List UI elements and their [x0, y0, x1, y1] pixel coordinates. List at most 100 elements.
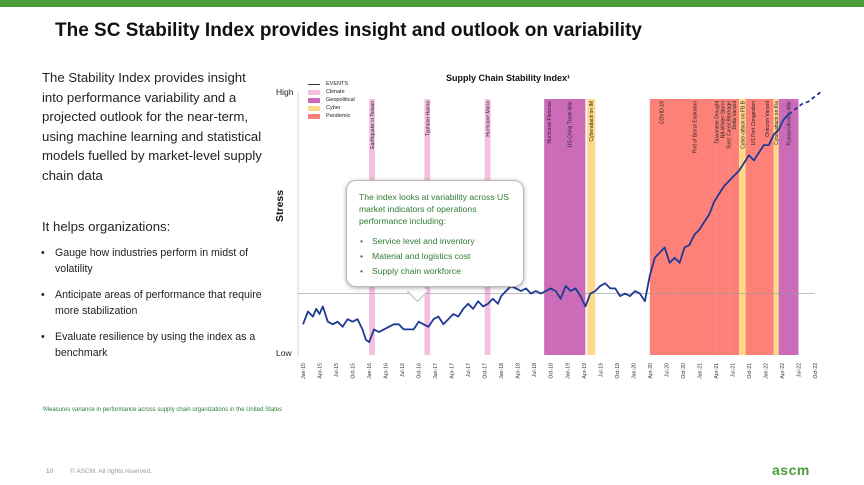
event-label: Taiwanese Drought	[715, 100, 721, 143]
x-tick-label: Apr-15	[318, 363, 324, 379]
x-tick-label: Oct-15	[351, 363, 357, 379]
legend-label: Geopolitical	[326, 97, 355, 103]
legend-swatch	[308, 113, 320, 119]
helps-heading: It helps organizations:	[42, 219, 171, 234]
ascm-logo: ascm	[772, 462, 810, 478]
event-label: NA Winter Storm	[721, 101, 727, 138]
legend-events-title: EVENTS	[326, 81, 349, 87]
callout-item: Service level and inventory	[359, 234, 511, 249]
x-tick-label: Jul-18	[532, 363, 538, 377]
index-line	[302, 113, 790, 344]
x-tick-label: Jul-22	[796, 363, 802, 377]
legend-label: Cyber	[326, 105, 341, 111]
legend-swatch	[308, 89, 320, 95]
legend-label: Pandemic	[326, 113, 351, 119]
event-label: Cyber-attack on Kia	[774, 101, 780, 145]
x-tick-label: Oct-22	[813, 363, 819, 379]
x-tick-label: Oct-16	[417, 363, 423, 379]
event-label: Hurricane Florence	[547, 101, 553, 144]
x-tick-label: Jul-17	[466, 363, 472, 377]
x-tick-label: Oct-21	[747, 363, 753, 379]
x-tick-label: Jan-15	[301, 363, 307, 379]
y-high-label: High	[276, 87, 294, 97]
event-band	[672, 99, 716, 355]
x-tick-label: Jan-21	[697, 363, 703, 379]
legend-label: Climate	[326, 89, 345, 95]
event-band	[778, 99, 799, 355]
benefit-item: Anticipate areas of performance that req…	[40, 288, 270, 319]
legend-item: Cyber	[308, 104, 355, 112]
x-tick-label: Jan-18	[499, 363, 505, 379]
legend-swatch	[308, 97, 320, 103]
callout-list: Service level and inventory Material and…	[359, 234, 511, 279]
event-label: Earthquake in Taiwan	[370, 101, 376, 149]
event-band	[554, 99, 586, 355]
intro-text: The Stability Index provides insight int…	[42, 70, 262, 183]
x-tick-label: Jul-15	[334, 363, 340, 377]
x-tick-label: Apr-16	[384, 363, 390, 379]
x-tick-label: Apr-17	[450, 363, 456, 379]
benefit-list: Gauge how industries perform in midst of…	[40, 246, 270, 372]
event-band	[760, 99, 774, 355]
legend-events-row: EVENTS	[308, 80, 355, 88]
slide-title: The SC Stability Index provides insight …	[55, 20, 642, 41]
x-tick-label: Jan-17	[433, 363, 439, 379]
x-tick-label: Jan-22	[763, 363, 769, 379]
top-accent-bar	[0, 0, 864, 7]
callout-item: Supply chain workforce	[359, 264, 511, 279]
y-low-label: Low	[276, 348, 292, 358]
page-number: 10	[46, 468, 54, 475]
event-band	[773, 99, 779, 355]
x-tick-label: Oct-17	[483, 363, 489, 379]
x-tick-label: Jul-21	[730, 363, 736, 377]
legend-line-swatch	[308, 83, 320, 85]
event-label: US Port Congestion	[751, 101, 757, 145]
event-band	[649, 99, 673, 355]
event-label: Typhoon Haima	[425, 101, 431, 136]
x-tick-label: Oct-20	[681, 363, 687, 379]
x-tick-label: Oct-19	[615, 363, 621, 379]
benefit-item: Evaluate resilience by using the index a…	[40, 330, 270, 361]
event-band	[729, 99, 740, 355]
event-label: Cyber-attack on FB.B	[740, 100, 746, 148]
copyright: © ASCM. All rights reserved.	[70, 468, 153, 475]
legend-item: Geopolitical	[308, 96, 355, 104]
x-tick-label: Oct-18	[549, 363, 555, 379]
x-tick-label: Apr-22	[780, 363, 786, 379]
legend-item: Pandemic	[308, 112, 355, 120]
event-band	[715, 99, 730, 355]
event-label: Port of Beirut Explosion	[692, 101, 698, 153]
legend-swatch	[308, 105, 320, 111]
event-label: Delta Variant	[732, 100, 738, 129]
event-label: Cyberattack on IM	[589, 101, 595, 142]
event-label: COVID-19	[659, 101, 665, 124]
event-band	[587, 99, 596, 355]
legend-item: Climate	[308, 88, 355, 96]
chart-legend: EVENTS Climate Geopolitical Cyber Pandem…	[308, 80, 355, 120]
x-tick-label: Jul-16	[400, 363, 406, 377]
benefit-item: Gauge how industries perform in midst of…	[40, 246, 270, 277]
event-label: Suez Canal Blockage	[727, 101, 733, 149]
x-tick-label: Jul-19	[598, 363, 604, 377]
event-label: Russia-Ukraine War	[787, 101, 793, 146]
event-band	[544, 99, 555, 355]
callout-text: The index looks at variability across US…	[359, 192, 509, 226]
x-tick-label: Apr-20	[648, 363, 654, 379]
footnote: ¹Measures variance in performance across…	[42, 407, 283, 413]
callout-box: The index looks at variability across US…	[346, 180, 524, 287]
x-tick-label: Apr-18	[516, 363, 522, 379]
event-label: Hurricane Maria	[486, 101, 492, 137]
x-tick-label: Jan-16	[367, 363, 373, 379]
x-tick-label: Jan-19	[565, 363, 571, 379]
x-tick-label: Apr-21	[714, 363, 720, 379]
projection-line	[788, 90, 823, 116]
event-label: US-China Trade War	[568, 101, 574, 148]
chart-title: Supply Chain Stability Index¹	[446, 73, 571, 83]
x-tick-label: Apr-19	[582, 363, 588, 379]
event-band	[745, 99, 761, 355]
x-tick-label: Jan-20	[631, 363, 637, 379]
event-label: Omicron Variant	[765, 100, 771, 136]
x-tick-label: Jul-20	[664, 363, 670, 377]
callout-item: Material and logistics cost	[359, 249, 511, 264]
